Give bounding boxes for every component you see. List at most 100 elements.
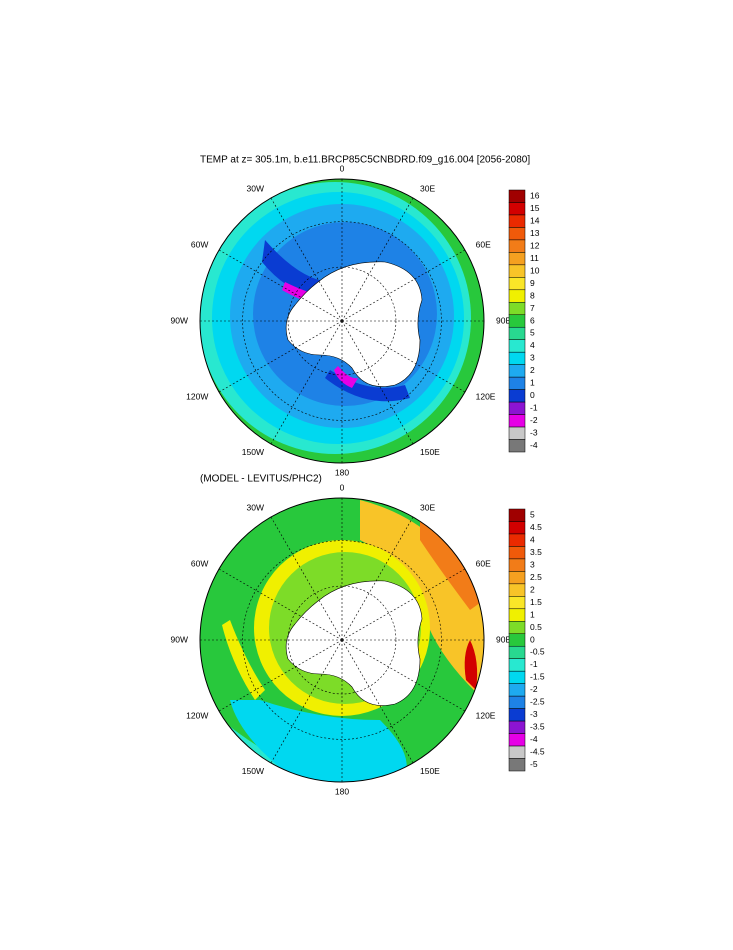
colorbar-box — [508, 658, 526, 672]
colorbar-box — [508, 645, 526, 659]
colorbar-box — [508, 571, 526, 585]
colorbar-box — [508, 670, 526, 684]
longitude-label: 120E — [476, 710, 496, 720]
longitude-label: 120W — [186, 710, 208, 720]
colorbar-box — [508, 608, 526, 622]
longitude-label: 30E — [420, 184, 435, 194]
colorbar-box — [508, 252, 526, 266]
longitude-label: 150E — [420, 447, 440, 457]
colorbar-box — [508, 227, 526, 241]
colorbar-label: -3 — [530, 709, 538, 719]
colorbar-label: 14 — [530, 215, 540, 225]
colorbar-label: -4 — [530, 440, 538, 450]
longitude-label: 90E — [496, 315, 511, 325]
colorbar-box — [508, 596, 526, 610]
colorbar-label: 10 — [530, 265, 540, 275]
colorbar-label: 7 — [530, 303, 535, 313]
colorbar-box — [508, 745, 526, 759]
colorbar-label: -2.5 — [530, 697, 545, 707]
colorbar-box — [508, 277, 526, 291]
colorbar-box — [508, 558, 526, 572]
longitude-label: 150W — [242, 766, 264, 776]
longitude-label: 60E — [476, 239, 491, 249]
colorbar-label: 0 — [530, 634, 535, 644]
longitude-label: 180 — [335, 786, 349, 796]
colorbar-box — [508, 189, 526, 203]
colorbar-box — [508, 376, 526, 390]
colorbar-box — [508, 583, 526, 597]
colorbar-box — [508, 708, 526, 722]
colorbar-box — [508, 621, 526, 635]
map-title: TEMP at z= 305.1m, b.e11.BRCP85C5CNBDRD.… — [200, 155, 530, 166]
colorbar-box — [508, 720, 526, 734]
colorbar-label: 3 — [530, 559, 535, 569]
colorbar-label: 4 — [530, 340, 535, 350]
longitude-label: 150W — [242, 447, 264, 457]
colorbar-label: -1.5 — [530, 672, 545, 682]
colorbar-label: 5 — [530, 328, 535, 338]
colorbar-label: 15 — [530, 203, 540, 213]
colorbar-box — [508, 733, 526, 747]
longitude-label: 30W — [247, 184, 264, 194]
colorbar-label: 16 — [530, 190, 540, 200]
colorbar-label: 0.5 — [530, 622, 542, 632]
longitude-label: 150E — [420, 766, 440, 776]
colorbar-box — [508, 695, 526, 709]
colorbar-label: 8 — [530, 290, 535, 300]
colorbar-label: 4.5 — [530, 522, 542, 532]
map-title: (MODEL - LEVITUS/PHC2) — [200, 474, 322, 485]
longitude-label: 30W — [247, 503, 264, 513]
colorbar-label: 2.5 — [530, 572, 542, 582]
colorbar-label: 11 — [530, 253, 539, 263]
longitude-label: 60W — [191, 558, 208, 568]
longitude-label: 0 — [340, 482, 345, 492]
colorbar-label: -2 — [530, 415, 538, 425]
colorbar-box — [508, 314, 526, 328]
colorbar-box — [508, 202, 526, 216]
longitude-label: 60E — [476, 558, 491, 568]
map-border — [199, 497, 485, 783]
map-border — [199, 178, 485, 464]
longitude-label: 30E — [420, 503, 435, 513]
colorbar-box — [508, 239, 526, 253]
colorbar-label: 3 — [530, 353, 535, 363]
colorbar-box — [508, 414, 526, 428]
colorbar-label: 3.5 — [530, 547, 542, 557]
colorbar-label: -4.5 — [530, 747, 545, 757]
longitude-label: 60W — [191, 239, 208, 249]
longitude-label: 120E — [476, 391, 496, 401]
colorbar-label: 4 — [530, 534, 535, 544]
longitude-label: 180 — [335, 467, 349, 477]
colorbar-box — [508, 289, 526, 303]
colorbar-label: 1.5 — [530, 597, 542, 607]
colorbar-box — [508, 521, 526, 535]
colorbar-box — [508, 546, 526, 560]
colorbar-box — [508, 351, 526, 365]
colorbar-label: -2 — [530, 684, 538, 694]
colorbar-box — [508, 326, 526, 340]
colorbar-box — [508, 758, 526, 772]
longitude-label: 90E — [496, 634, 511, 644]
colorbar-label: -1 — [530, 659, 538, 669]
colorbar-label: 1 — [530, 609, 535, 619]
colorbar-label: 6 — [530, 315, 535, 325]
colorbar-box — [508, 439, 526, 453]
latitude-line — [242, 221, 442, 421]
longitude-label: 90W — [171, 634, 188, 644]
colorbar-box — [508, 683, 526, 697]
colorbar-label: 12 — [530, 240, 540, 250]
colorbar-box — [508, 426, 526, 440]
colorbar-label: -3 — [530, 428, 538, 438]
colorbar-label: -3.5 — [530, 722, 545, 732]
colorbar-box — [508, 264, 526, 278]
colorbar-box — [508, 339, 526, 353]
longitude-label: 0 — [340, 163, 345, 173]
colorbar-label: 2 — [530, 584, 535, 594]
colorbar-box — [508, 389, 526, 403]
colorbar-label: -0.5 — [530, 647, 545, 657]
colorbar-label: 0 — [530, 390, 535, 400]
colorbar-box — [508, 302, 526, 316]
colorbar-box — [508, 633, 526, 647]
colorbar-label: 1 — [530, 378, 535, 388]
colorbar-label: -4 — [530, 734, 538, 744]
